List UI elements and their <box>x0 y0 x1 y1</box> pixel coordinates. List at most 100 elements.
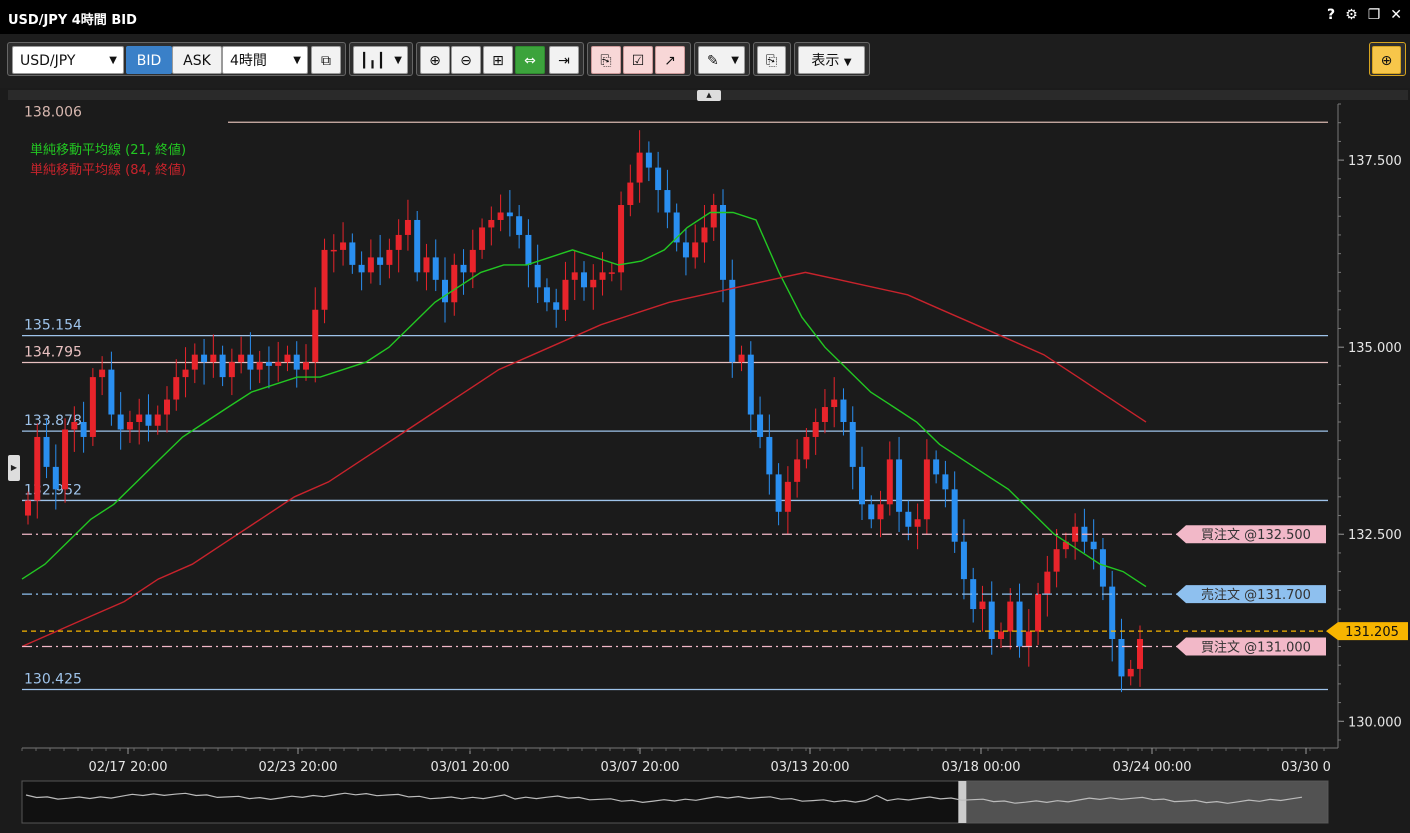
candle-body <box>738 354 745 363</box>
fit-icon: ⊞ <box>492 53 504 69</box>
display-label: 表示 <box>811 53 840 69</box>
chevron-right-icon: ▶ <box>10 463 18 472</box>
candle-body <box>933 459 940 475</box>
candle-body <box>794 459 801 482</box>
display-group: 表示 ▼ <box>794 42 870 76</box>
jump-latest-icon: ⇥ <box>558 53 570 69</box>
candle-body <box>62 429 69 490</box>
restore-icon[interactable]: ❐ <box>1367 7 1381 23</box>
candle-body <box>868 504 875 520</box>
timeframe-label: 4時間 <box>230 53 267 69</box>
indicator-button[interactable]: ⎘ <box>757 46 786 74</box>
order-tag-label: 売注文 @131.700 <box>1201 587 1311 603</box>
crosshair-icon: ⊕ <box>1380 53 1393 69</box>
chevron-down-icon: ▼ <box>843 57 852 68</box>
candle-body <box>25 500 31 516</box>
gear-icon[interactable]: ⚙ <box>1345 7 1358 23</box>
candle-body <box>655 167 662 191</box>
candle-body <box>43 436 50 467</box>
candle-body <box>182 369 189 378</box>
link-button[interactable]: ⧉ <box>311 46 341 74</box>
zoom-in-button[interactable]: ⊕ <box>420 46 450 74</box>
fit-button[interactable]: ⊞ <box>483 46 513 74</box>
chart-order-button[interactable]: ↗ <box>655 46 685 74</box>
current-price-label: 131.205 <box>1345 625 1399 640</box>
candle-body <box>117 414 124 430</box>
draw-select[interactable]: ✎ ▼ <box>698 46 745 74</box>
candle-body <box>89 377 96 437</box>
legend-entry: 単純移動平均線 (84, 終値) <box>30 162 186 178</box>
timeframe-select[interactable]: 4時間 ▼ <box>222 46 308 74</box>
x-tick-label: 03/13 20:00 <box>770 760 849 775</box>
bid-button[interactable]: BID <box>126 46 172 74</box>
candle-body <box>849 422 856 467</box>
candle-body <box>145 414 152 426</box>
reference-line-label: 130.425 <box>24 671 82 687</box>
candle-body <box>645 152 652 168</box>
scroll-lock-icon: ⇔ <box>524 53 536 69</box>
candle-body <box>1090 541 1097 550</box>
close-icon[interactable]: ✕ <box>1390 7 1402 23</box>
help-icon[interactable]: ? <box>1327 7 1336 23</box>
candle-body <box>831 399 838 408</box>
candle-body <box>1062 541 1069 550</box>
candle-body <box>164 399 170 415</box>
candle-body <box>877 504 884 520</box>
navigator-line <box>25 792 1303 804</box>
candle-body <box>599 272 606 280</box>
candle-body <box>1053 549 1060 572</box>
candle-body <box>636 152 643 183</box>
candle-body <box>284 354 291 363</box>
collapse-handle[interactable]: ▲ <box>697 90 721 101</box>
candle-body <box>219 354 226 378</box>
candle-body <box>682 242 689 258</box>
reference-line-label: 133.878 <box>24 413 82 429</box>
zoom-out-icon: ⊖ <box>460 53 472 69</box>
chart-type-select[interactable]: ┃╻┃ ▼ <box>353 46 408 74</box>
indicator-icon: ⎘ <box>765 53 778 69</box>
order-tag-label: 買注文 @132.500 <box>1201 528 1311 543</box>
candle-body <box>1072 526 1079 542</box>
x-tick-label: 02/17 20:00 <box>88 760 167 775</box>
indicator-group: ⎘ <box>753 42 791 76</box>
order-tag <box>1176 585 1326 604</box>
candle-body <box>386 249 393 265</box>
candle-body <box>497 212 504 220</box>
ask-button[interactable]: ASK <box>172 46 222 74</box>
chart-type-group: ┃╻┃ ▼ <box>349 42 413 76</box>
candle-body <box>442 279 448 303</box>
candle-body <box>154 414 161 426</box>
symbol-select[interactable]: USD/JPY ▼ <box>12 46 124 74</box>
jump-latest-button[interactable]: ⇥ <box>549 46 579 74</box>
chart-area[interactable]: 138.006 135.154 134.795 133.878 132.952 130.4… <box>0 88 1410 829</box>
candle-body <box>404 219 411 235</box>
expand-left-handle[interactable]: ▶ <box>8 455 20 481</box>
candle-body <box>942 474 949 490</box>
chart-order-icon: ↗ <box>664 53 676 69</box>
scroll-lock-button[interactable]: ⇔ <box>515 46 545 74</box>
candle-body <box>1099 549 1106 587</box>
pen-icon: ✎ <box>707 53 719 69</box>
candle-body <box>275 362 282 366</box>
candle-body <box>673 212 680 243</box>
candle-body <box>108 369 115 415</box>
candle-body <box>432 257 439 280</box>
x-tick-label: 03/30 0 <box>1281 760 1331 775</box>
order-tag <box>1176 637 1326 656</box>
candle-body <box>423 257 430 273</box>
candle-body <box>543 287 550 303</box>
price-chart[interactable]: 138.006135.154134.795133.878132.952130.4… <box>0 88 1410 829</box>
x-tick-label: 03/24 00:00 <box>1112 760 1191 775</box>
reference-line-label: 134.795 <box>24 345 82 361</box>
candle-body <box>720 205 726 280</box>
check-order-button[interactable]: ☑ <box>623 46 653 74</box>
zoom-out-button[interactable]: ⊖ <box>451 46 481 74</box>
display-select[interactable]: 表示 ▼ <box>798 46 865 74</box>
candle-body <box>191 354 198 370</box>
sma21-line <box>21 211 1147 588</box>
crosshair-button[interactable]: ⊕ <box>1372 46 1401 74</box>
candle-body <box>293 354 300 370</box>
candle-body <box>136 414 143 422</box>
symbol-label: USD/JPY <box>20 53 76 69</box>
new-order-button[interactable]: ⎘ <box>591 46 621 74</box>
